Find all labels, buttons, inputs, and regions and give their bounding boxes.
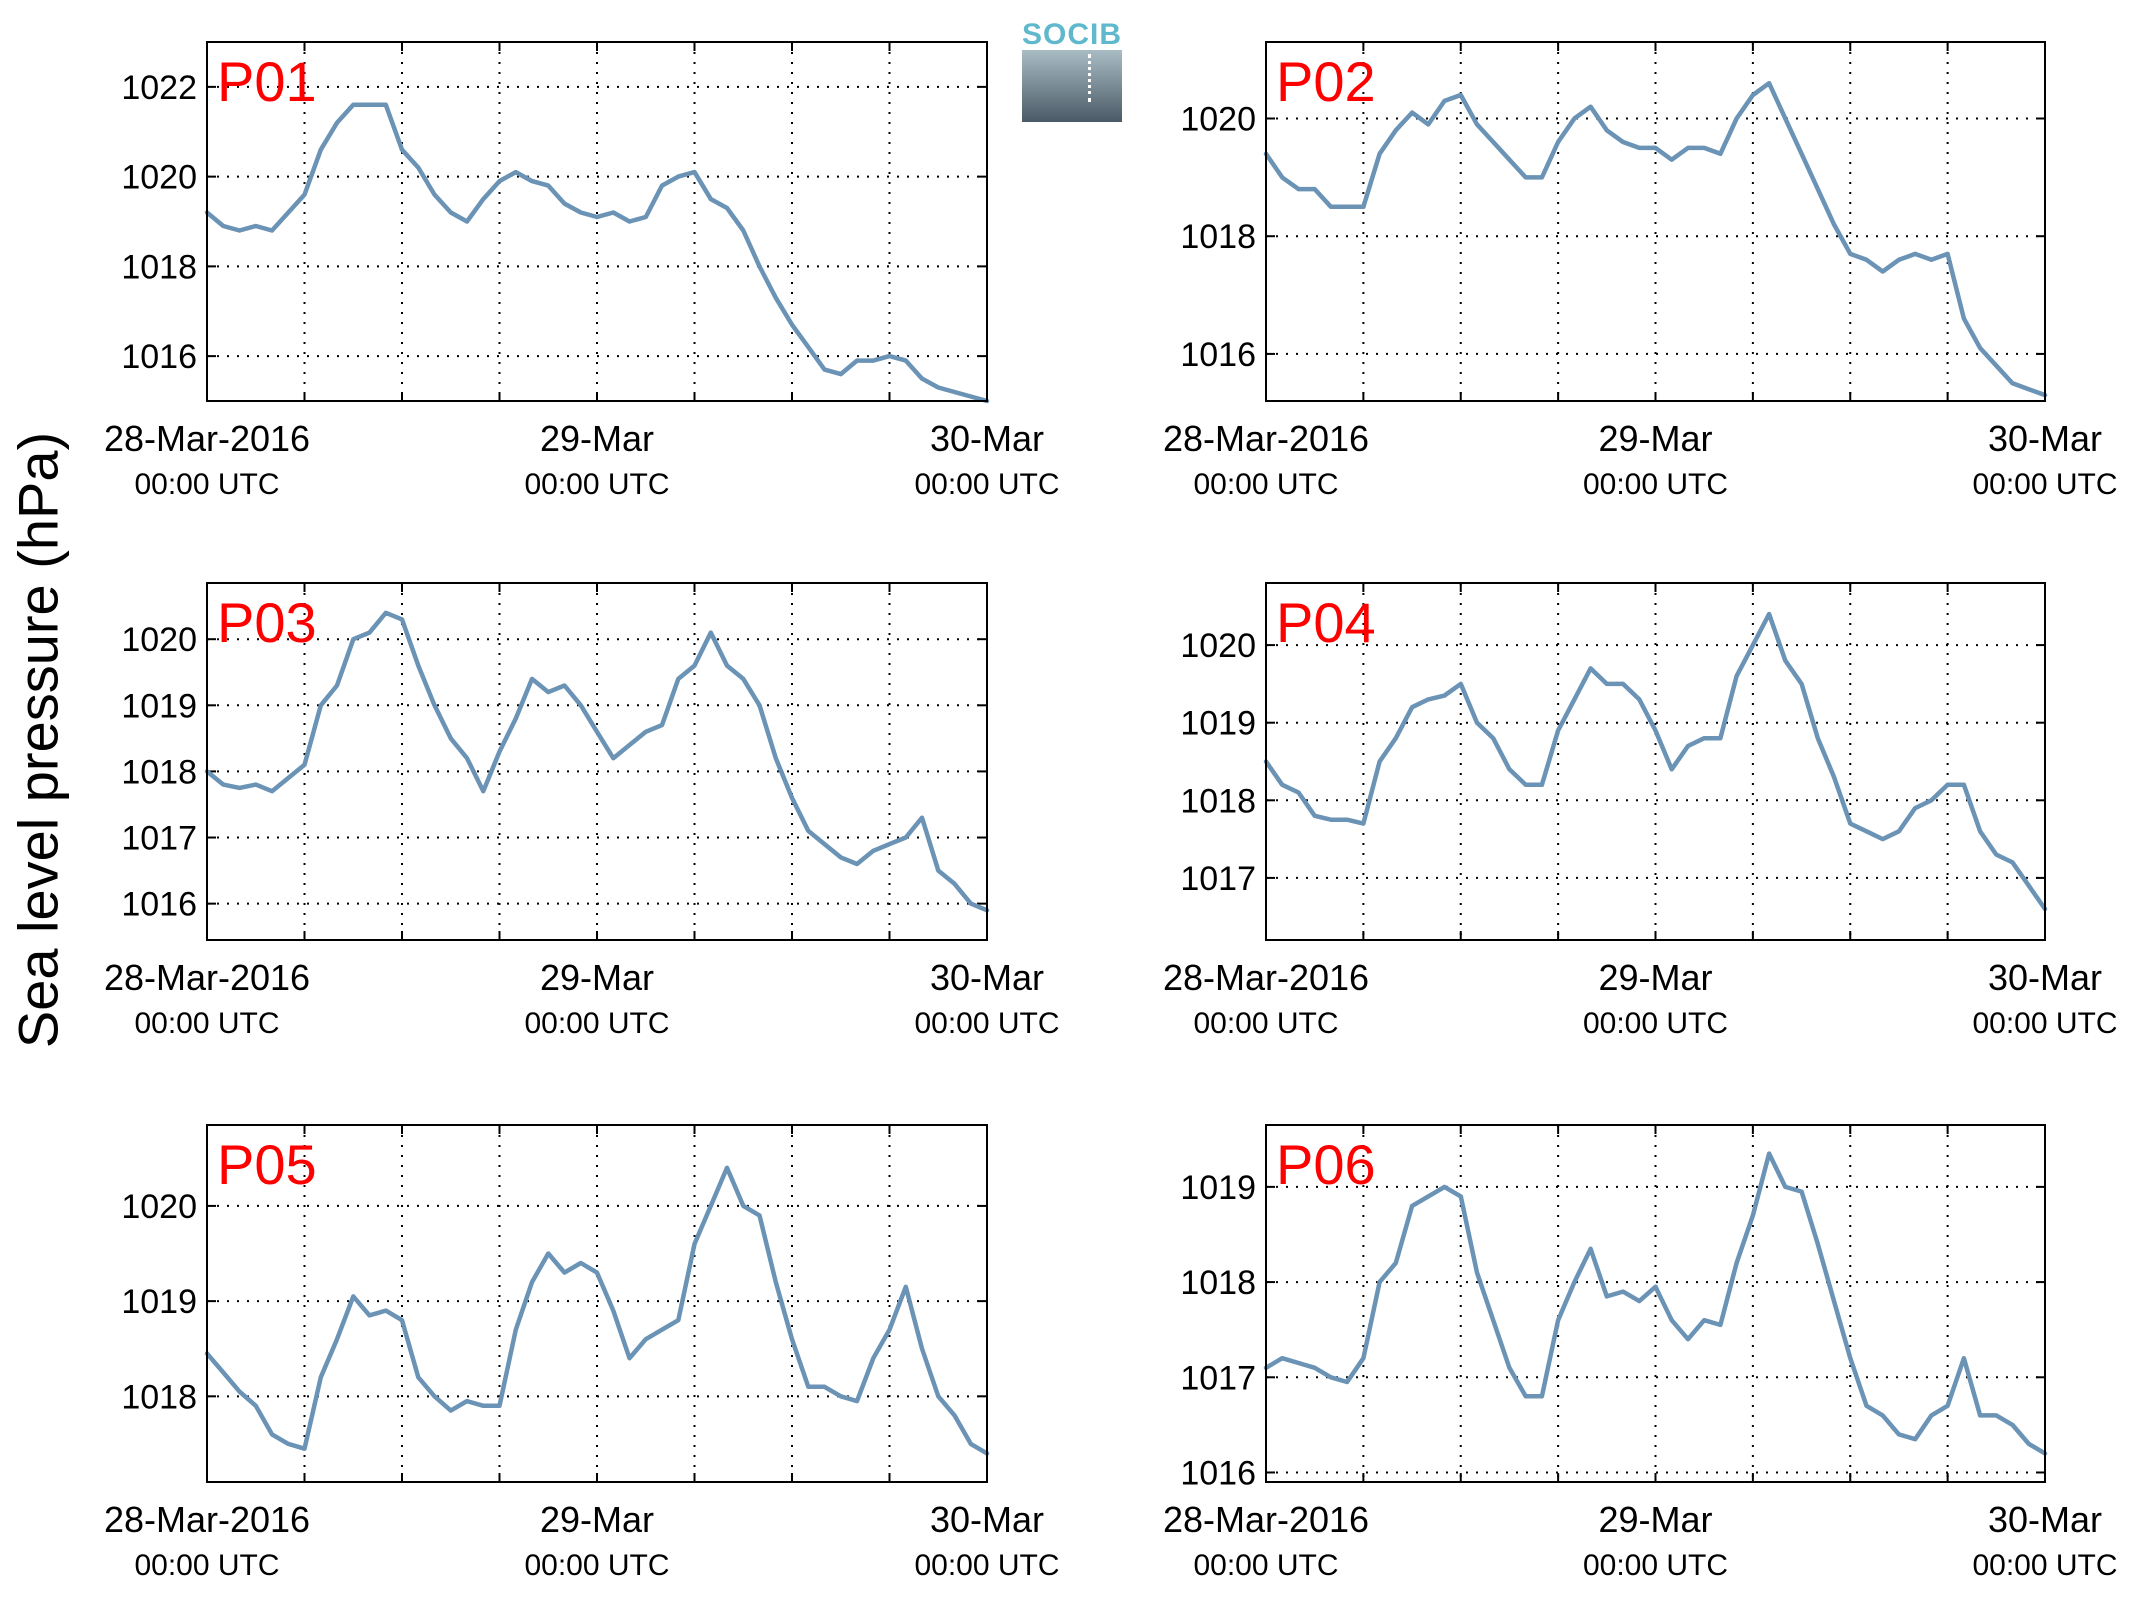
x-tick-label: 29-Mar (1598, 957, 1712, 998)
x-tick-label: 28-Mar-2016 (1163, 418, 1369, 459)
panel-label: P05 (217, 1133, 317, 1196)
x-tick-label: 30-Mar (1988, 418, 2102, 459)
y-tick-label: 1020 (1180, 627, 1256, 665)
y-tick-label: 1016 (1180, 1454, 1256, 1492)
axes-frame (1265, 582, 2046, 941)
panel-p01: 1016 1018 1020 1022 28-Mar-2016 00:00 UTC 29-M… (104, 41, 1060, 501)
panel-label: P06 (1276, 1133, 1376, 1196)
panel-label: P04 (1276, 591, 1376, 654)
logo-block (1022, 50, 1122, 122)
x-tick-label: 28-Mar-2016 (104, 418, 310, 459)
x-tick-sublabel: 00:00 UTC (1972, 1549, 2117, 1582)
y-tick-label: 1019 (1180, 1169, 1256, 1207)
pressure-series-line (1263, 611, 2048, 912)
pressure-series-line (204, 610, 990, 913)
x-tick-label: 29-Mar (540, 418, 654, 459)
pressure-series-line (1263, 1151, 2048, 1456)
x-tick-sublabel: 00:00 UTC (134, 1549, 279, 1582)
x-tick-sublabel: 00:00 UTC (1972, 468, 2117, 501)
x-tick-sublabel: 00:00 UTC (1972, 1007, 2117, 1040)
axes-frame (206, 1124, 988, 1483)
panel-p05: 1018 1019 1020 28-Mar-2016 00:00 UTC 29-Mar 00… (104, 1124, 1060, 1582)
x-tick-sublabel: 00:00 UTC (914, 1549, 1059, 1582)
y-tick-label: 1018 (1180, 782, 1256, 820)
x-tick-label: 28-Mar-2016 (1163, 957, 1369, 998)
x-tick-sublabel: 00:00 UTC (1193, 468, 1338, 501)
x-tick-label: 29-Mar (1598, 418, 1712, 459)
panel-label: P01 (217, 50, 317, 113)
x-tick-label: 30-Mar (1988, 957, 2102, 998)
x-tick-sublabel: 00:00 UTC (914, 1007, 1059, 1040)
axes-frame (1265, 1124, 2046, 1483)
x-tick-sublabel: 00:00 UTC (1583, 1007, 1728, 1040)
pressure-series-line (1263, 80, 2048, 398)
y-tick-label: 1020 (121, 621, 197, 659)
y-axis-title-wrap: Sea level pressure (hPa) (6, 0, 70, 1608)
y-tick-label: 1016 (121, 338, 197, 376)
y-tick-label: 1016 (1180, 336, 1256, 374)
x-tick-label: 29-Mar (540, 957, 654, 998)
x-tick-sublabel: 00:00 UTC (134, 1007, 279, 1040)
socib-logo: SOCIB (1022, 18, 1122, 122)
y-tick-label: 1018 (121, 248, 197, 286)
y-tick-label: 1017 (1180, 1359, 1256, 1397)
x-tick-sublabel: 00:00 UTC (524, 468, 669, 501)
x-tick-label: 29-Mar (540, 1499, 654, 1540)
logo-text: SOCIB (1022, 18, 1123, 51)
x-tick-sublabel: 00:00 UTC (1583, 1549, 1728, 1582)
y-tick-label: 1020 (121, 1188, 197, 1226)
x-tick-label: 29-Mar (1598, 1499, 1712, 1540)
panel-p04: 1017 1018 1019 1020 28-Mar-2016 00:00 UTC 29-M… (1163, 582, 2118, 1040)
y-tick-label: 1018 (121, 1378, 197, 1416)
y-tick-label: 1020 (121, 159, 197, 197)
panel-p02: 1016 1018 1020 28-Mar-2016 00:00 UTC 29-Mar 00… (1163, 41, 2118, 501)
x-tick-sublabel: 00:00 UTC (1583, 468, 1728, 501)
x-tick-label: 28-Mar-2016 (104, 957, 310, 998)
y-tick-label: 1018 (1180, 1264, 1256, 1302)
y-tick-label: 1018 (121, 753, 197, 791)
y-tick-label: 1019 (1180, 705, 1256, 743)
y-tick-label: 1019 (121, 687, 197, 725)
y-tick-label: 1020 (1180, 101, 1256, 139)
x-tick-label: 30-Mar (930, 1499, 1044, 1540)
y-tick-label: 1022 (121, 69, 197, 107)
pressure-series-line (204, 1165, 990, 1456)
axes-frame (1265, 41, 2046, 402)
axes-frame (206, 582, 988, 941)
pressure-series-line (204, 102, 990, 404)
x-tick-sublabel: 00:00 UTC (1193, 1007, 1338, 1040)
axes-frame (206, 41, 988, 402)
x-tick-label: 30-Mar (930, 957, 1044, 998)
panel-p03: 1016 1017 1018 1019 1020 28-Mar-2016 00:00 UTC… (104, 582, 1060, 1040)
y-tick-label: 1017 (1180, 860, 1256, 898)
y-axis-title: Sea level pressure (hPa) (6, 431, 70, 1049)
x-tick-sublabel: 00:00 UTC (524, 1007, 669, 1040)
logo-dotted-line (1088, 54, 1091, 102)
panel-label: P03 (217, 591, 317, 654)
y-tick-label: 1019 (121, 1283, 197, 1321)
x-tick-sublabel: 00:00 UTC (1193, 1549, 1338, 1582)
y-tick-label: 1017 (121, 820, 197, 858)
y-tick-label: 1018 (1180, 218, 1256, 256)
x-tick-label: 28-Mar-2016 (104, 1499, 310, 1540)
x-tick-sublabel: 00:00 UTC (134, 468, 279, 501)
x-tick-label: 30-Mar (930, 418, 1044, 459)
x-tick-label: 28-Mar-2016 (1163, 1499, 1369, 1540)
x-tick-sublabel: 00:00 UTC (524, 1549, 669, 1582)
x-tick-sublabel: 00:00 UTC (914, 468, 1059, 501)
x-tick-label: 30-Mar (1988, 1499, 2102, 1540)
panel-p06: 1016 1017 1018 1019 28-Mar-2016 00:00 UTC 29-M… (1163, 1124, 2118, 1582)
panel-label: P02 (1276, 50, 1376, 113)
y-tick-label: 1016 (121, 886, 197, 924)
